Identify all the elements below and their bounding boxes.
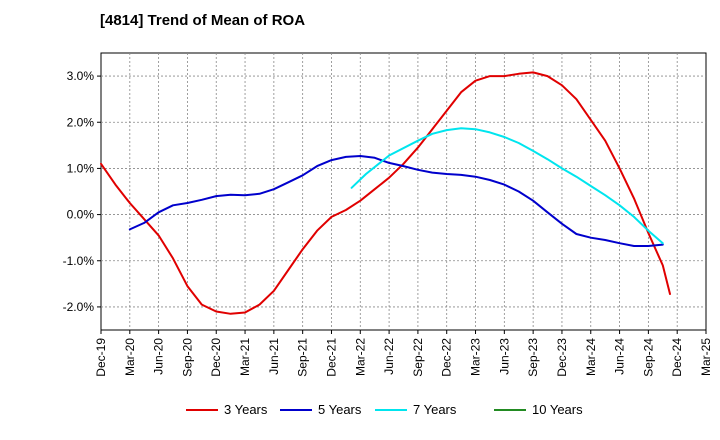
x-tick-label: Sep-21	[296, 338, 310, 377]
legend-label-10-years: 10 Years	[532, 402, 583, 417]
y-tick-label: 2.0%	[67, 115, 95, 129]
x-tick-label: Dec-22	[440, 338, 454, 377]
x-tick-label: Sep-23	[526, 338, 540, 377]
x-tick-label: Sep-24	[641, 338, 655, 377]
legend-label-3-years: 3 Years	[224, 402, 268, 417]
x-tick-label: Jun-22	[382, 338, 396, 375]
series-line-3-years	[100, 71, 671, 315]
x-tick-label: Dec-23	[555, 338, 569, 377]
y-tick-label: -1.0%	[63, 254, 95, 268]
legend-label-7-years: 7 Years	[413, 402, 457, 417]
series-line-5-years	[128, 155, 664, 247]
x-tick-label: Dec-20	[209, 338, 223, 377]
x-tick-label: Jun-21	[267, 338, 281, 375]
x-tick-label: Mar-22	[353, 338, 367, 376]
legend-label-5-years: 5 Years	[318, 402, 362, 417]
x-tick-label: Jun-23	[497, 338, 511, 375]
x-tick-label: Sep-20	[180, 338, 194, 377]
series-line-7-years	[350, 127, 664, 245]
x-tick-label: Mar-25	[699, 338, 713, 376]
y-tick-label: 3.0%	[67, 69, 95, 83]
x-tick-label: Mar-21	[238, 338, 252, 376]
x-tick-label: Mar-24	[584, 338, 598, 376]
plot-area	[100, 52, 707, 331]
x-tick-label: Jun-20	[152, 338, 166, 375]
x-tick-label: Dec-21	[324, 338, 338, 377]
y-tick-label: -2.0%	[63, 300, 95, 314]
x-tick-label: Dec-19	[94, 338, 108, 377]
chart-title: [4814] Trend of Mean of ROA	[100, 12, 306, 29]
x-tick-label: Mar-23	[469, 338, 483, 376]
x-tick-label: Jun-24	[613, 338, 627, 375]
y-tick-label: 0.0%	[67, 208, 95, 222]
x-tick-label: Dec-24	[670, 338, 684, 377]
x-tick-label: Sep-22	[411, 338, 425, 377]
x-tick-label: Mar-20	[123, 338, 137, 376]
y-tick-label: 1.0%	[67, 161, 95, 175]
